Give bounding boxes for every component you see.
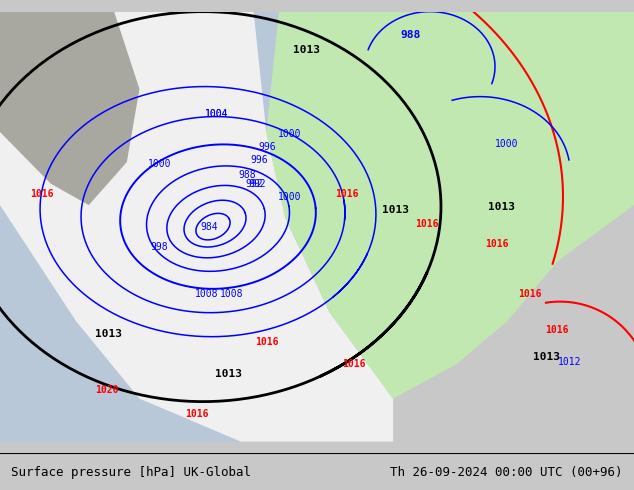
Text: 1000: 1000 xyxy=(278,129,302,139)
Text: 992: 992 xyxy=(248,179,266,189)
Text: 1016: 1016 xyxy=(545,324,569,335)
Text: 1016: 1016 xyxy=(485,239,508,248)
Text: 1000: 1000 xyxy=(148,159,172,169)
Text: 1016: 1016 xyxy=(342,359,365,368)
Polygon shape xyxy=(266,12,634,399)
Text: 1013: 1013 xyxy=(215,368,242,379)
Polygon shape xyxy=(0,12,349,441)
Text: 1016: 1016 xyxy=(255,337,278,346)
Polygon shape xyxy=(0,12,139,205)
Polygon shape xyxy=(0,12,393,441)
Text: 996: 996 xyxy=(250,155,268,165)
Text: 1013: 1013 xyxy=(382,205,409,215)
Text: 1013: 1013 xyxy=(95,329,122,339)
Text: 1016: 1016 xyxy=(335,189,358,198)
Text: 1013: 1013 xyxy=(533,352,560,362)
Text: 1008: 1008 xyxy=(195,289,219,298)
Text: 1013: 1013 xyxy=(488,201,515,212)
Text: 1004: 1004 xyxy=(205,109,228,119)
Text: Surface pressure [hPa] UK-Global: Surface pressure [hPa] UK-Global xyxy=(11,466,252,479)
Text: 1016: 1016 xyxy=(415,219,439,229)
Text: 1004: 1004 xyxy=(205,109,228,119)
Text: Th 26-09-2024 00:00 UTC (00+96): Th 26-09-2024 00:00 UTC (00+96) xyxy=(390,466,623,479)
Text: 988: 988 xyxy=(400,29,420,40)
Text: 1016: 1016 xyxy=(518,289,541,298)
Text: 1016: 1016 xyxy=(185,409,209,418)
Text: 1016: 1016 xyxy=(30,189,53,198)
Text: 998: 998 xyxy=(150,242,167,252)
Text: 1013: 1013 xyxy=(293,45,320,54)
Text: 1020: 1020 xyxy=(95,385,119,394)
Text: 992: 992 xyxy=(245,179,262,189)
Text: 1000: 1000 xyxy=(278,192,302,201)
Text: 1008: 1008 xyxy=(220,289,243,298)
Text: 1000: 1000 xyxy=(495,139,519,148)
Text: 1012: 1012 xyxy=(558,357,581,367)
Text: 996: 996 xyxy=(258,142,276,151)
Text: 988: 988 xyxy=(238,170,256,180)
Text: 984: 984 xyxy=(200,221,217,232)
